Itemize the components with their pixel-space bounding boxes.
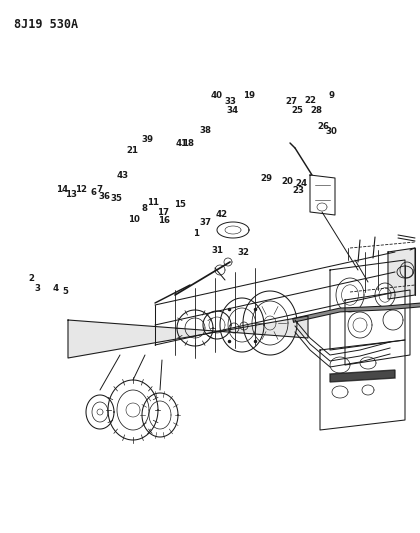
- Text: 43: 43: [117, 172, 129, 180]
- Text: 30: 30: [326, 127, 338, 136]
- Polygon shape: [388, 248, 415, 299]
- Text: 40: 40: [210, 92, 222, 100]
- Text: 18: 18: [182, 140, 194, 148]
- Text: 29: 29: [261, 174, 273, 183]
- Text: 22: 22: [305, 96, 317, 104]
- Text: 24: 24: [295, 180, 307, 188]
- Text: 13: 13: [65, 190, 76, 199]
- Text: 42: 42: [216, 210, 228, 219]
- Text: 15: 15: [174, 200, 186, 209]
- Text: 34: 34: [226, 106, 238, 115]
- Text: 16: 16: [158, 216, 170, 225]
- Text: 32: 32: [238, 248, 249, 257]
- Text: 9: 9: [329, 92, 335, 100]
- Text: 7: 7: [96, 185, 102, 193]
- Text: 12: 12: [75, 185, 87, 193]
- Text: 11: 11: [147, 198, 159, 207]
- Text: 35: 35: [111, 194, 123, 203]
- Text: 17: 17: [157, 208, 169, 216]
- Text: 31: 31: [212, 246, 223, 255]
- Text: 23: 23: [292, 187, 304, 195]
- Text: 3: 3: [35, 285, 41, 293]
- Text: 5: 5: [62, 287, 68, 295]
- Text: 2: 2: [29, 274, 34, 282]
- Polygon shape: [330, 370, 395, 382]
- Text: 27: 27: [286, 97, 298, 106]
- Text: 20: 20: [282, 177, 294, 185]
- Text: 14: 14: [56, 185, 68, 193]
- Text: 8: 8: [142, 205, 148, 213]
- Text: 19: 19: [243, 92, 255, 100]
- Text: 1: 1: [193, 229, 199, 238]
- Text: 6: 6: [90, 189, 96, 197]
- Text: 38: 38: [200, 126, 212, 135]
- Text: 21: 21: [126, 146, 138, 155]
- Text: 8J19 530A: 8J19 530A: [14, 18, 78, 31]
- Text: 4: 4: [52, 285, 58, 293]
- Text: 10: 10: [128, 215, 139, 224]
- Text: 36: 36: [98, 192, 110, 200]
- Text: 37: 37: [200, 219, 212, 227]
- Text: 33: 33: [224, 97, 236, 106]
- Polygon shape: [68, 316, 308, 358]
- Text: 39: 39: [141, 135, 153, 144]
- Text: 26: 26: [318, 123, 329, 131]
- Text: 25: 25: [291, 106, 303, 115]
- Text: 41: 41: [176, 140, 187, 148]
- Text: 28: 28: [310, 106, 322, 115]
